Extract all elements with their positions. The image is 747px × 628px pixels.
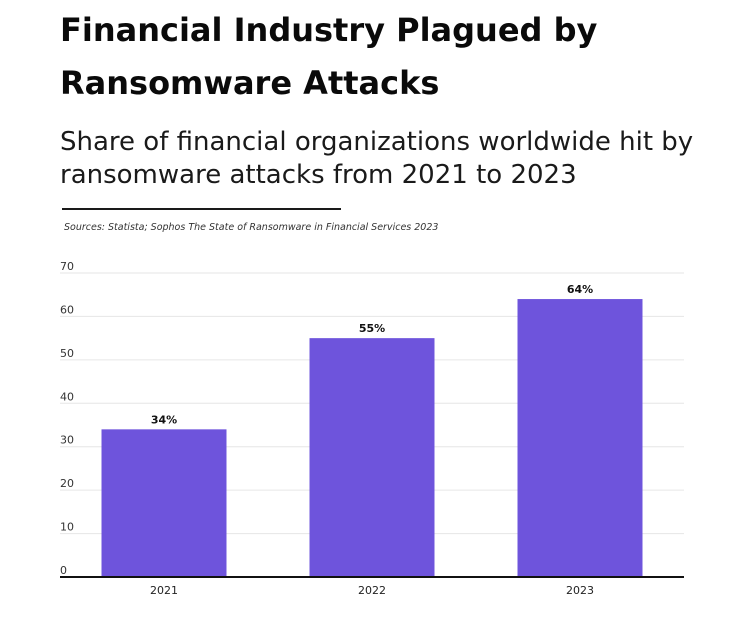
bar xyxy=(309,338,435,577)
data-label: 34% xyxy=(151,413,177,426)
y-tick-label: 60 xyxy=(60,303,74,316)
y-tick-label: 70 xyxy=(60,260,74,273)
chart-subtitle: Share of financial organizations worldwi… xyxy=(60,127,694,190)
y-tick-label: 10 xyxy=(60,521,74,534)
title-divider xyxy=(62,208,341,210)
data-label: 55% xyxy=(359,322,385,335)
bar xyxy=(101,429,227,577)
y-tick-label: 30 xyxy=(60,434,74,447)
x-tick-label: 2021 xyxy=(150,584,178,597)
chart-title: Financial Industry Plagued by Ransomware… xyxy=(60,11,598,102)
y-tick-label: 40 xyxy=(60,390,74,403)
x-tick-label: 2023 xyxy=(566,584,594,597)
x-tick-label: 2022 xyxy=(358,584,386,597)
data-label: 64% xyxy=(567,283,593,296)
y-tick-label: 0 xyxy=(60,564,67,577)
y-tick-label: 50 xyxy=(60,347,74,360)
source-note: Sources: Statista; Sophos The State of R… xyxy=(64,222,439,233)
bar xyxy=(517,299,643,577)
y-tick-label: 20 xyxy=(60,477,74,490)
